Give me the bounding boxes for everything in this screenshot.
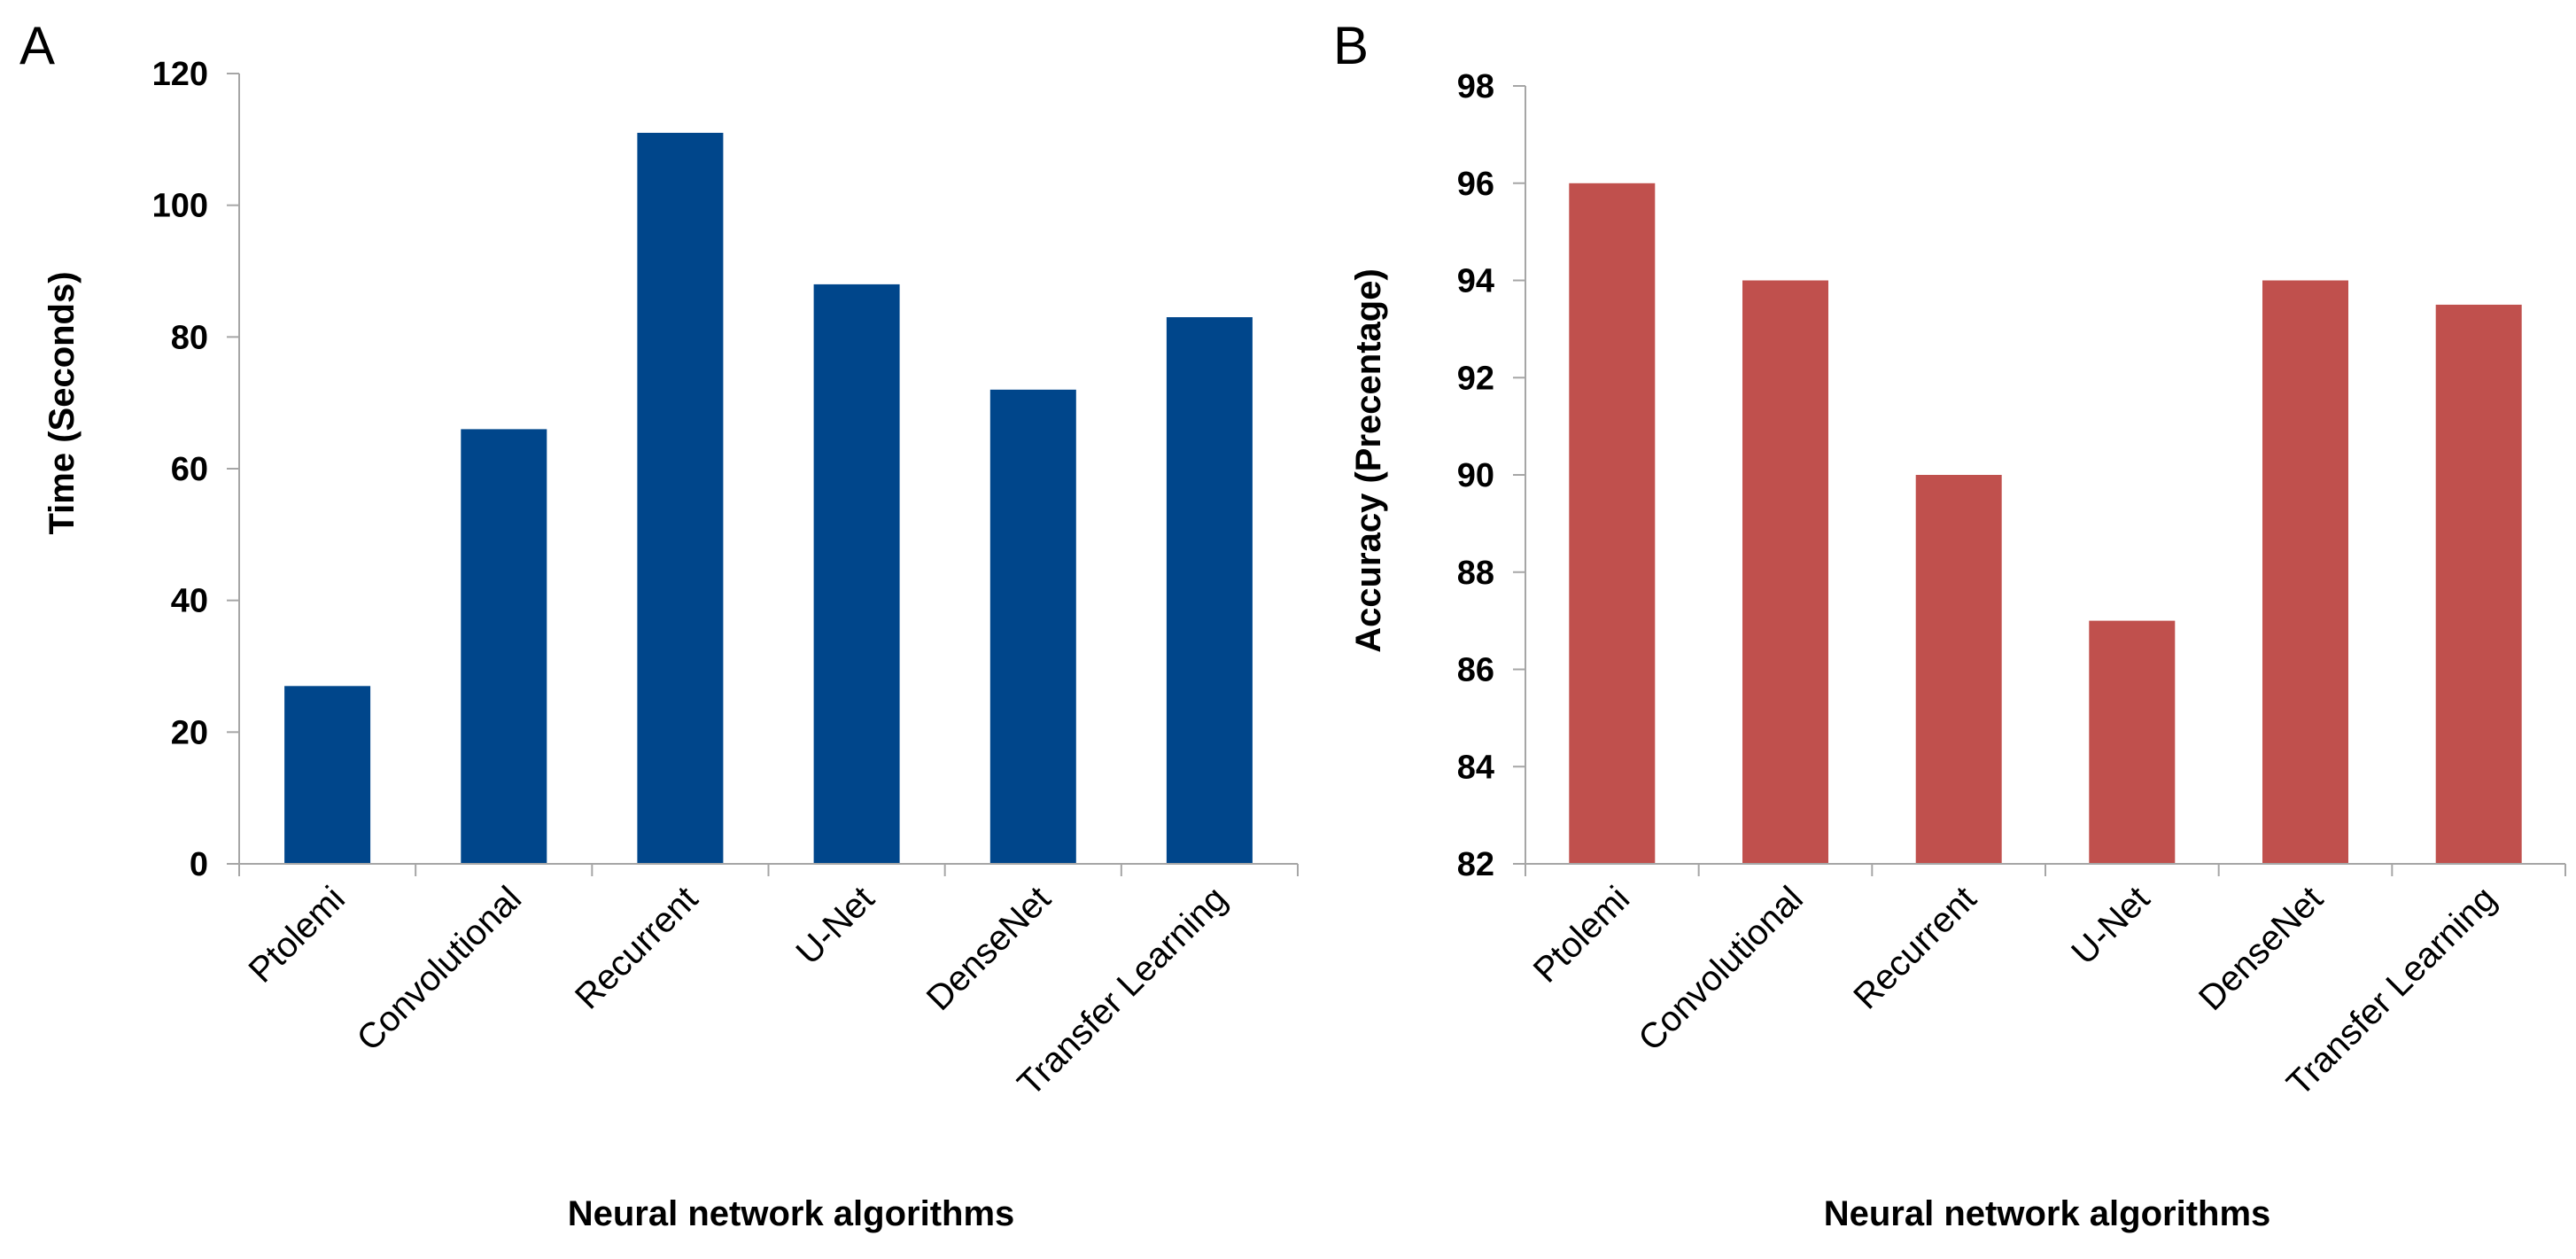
bar-b-1 xyxy=(1742,280,1828,864)
bar-b-0 xyxy=(1569,183,1656,865)
y-ticks-a: 0 20 40 60 80 100 120 xyxy=(152,56,239,883)
x-tick-label-b-1: Convolutional xyxy=(1631,879,1811,1059)
y-tick-label-b-1: 84 xyxy=(1457,749,1494,786)
y-tick-label-a-5: 100 xyxy=(152,188,208,225)
x-axis-title-a: Neural network algorithms xyxy=(568,1194,1015,1233)
y-tick-label-a-0: 0 xyxy=(190,846,208,883)
y-tick-label-b-3: 88 xyxy=(1457,555,1494,592)
y-tick-label-b-7: 96 xyxy=(1457,166,1494,203)
bar-a-2 xyxy=(637,132,724,864)
axes-a xyxy=(238,74,1298,865)
bar-a-3 xyxy=(813,284,900,864)
y-tick-label-b-0: 82 xyxy=(1457,846,1494,883)
y-tick-label-b-6: 94 xyxy=(1457,263,1494,300)
panel-letter-b: B xyxy=(1333,16,1369,75)
y-tick-label-a-2: 40 xyxy=(171,583,208,620)
chart-panel-b: B 82 84 86 88 90 92 94 96 98 PtolemiConvolutiona… xyxy=(1333,16,2566,1233)
y-tick-label-b-4: 90 xyxy=(1457,457,1494,494)
axes-b xyxy=(1525,86,2565,865)
y-tick-label-a-4: 80 xyxy=(171,319,208,356)
bar-b-2 xyxy=(1915,475,2002,864)
y-ticks-b: 82 84 86 88 90 92 94 96 98 xyxy=(1457,68,1525,883)
bar-a-1 xyxy=(461,429,547,864)
x-tick-label-a-2: Recurrent xyxy=(568,879,705,1016)
y-axis-title-a: Time (Seconds) xyxy=(43,271,81,534)
bar-b-3 xyxy=(2089,620,2176,864)
bar-a-4 xyxy=(989,389,1076,864)
bar-b-4 xyxy=(2262,280,2348,864)
y-tick-label-b-5: 92 xyxy=(1457,360,1494,397)
x-tick-label-a-4: DenseNet xyxy=(919,879,1059,1018)
x-tick-label-b-0: Ptolemi xyxy=(1526,879,1637,990)
x-tick-label-a-1: Convolutional xyxy=(350,879,530,1059)
y-tick-label-b-8: 98 xyxy=(1457,68,1494,105)
y-tick-label-a-6: 120 xyxy=(152,56,208,93)
bar-a-5 xyxy=(1166,317,1253,864)
x-tick-label-b-4: DenseNet xyxy=(2192,879,2331,1018)
y-tick-label-b-2: 86 xyxy=(1457,652,1494,689)
bar-b-5 xyxy=(2435,304,2522,864)
y-tick-label-a-1: 20 xyxy=(171,714,208,751)
x-axis-title-b: Neural network algorithms xyxy=(1824,1194,2271,1233)
bars-a xyxy=(284,132,1253,864)
bars-b xyxy=(1569,183,2522,865)
y-tick-label-a-3: 60 xyxy=(171,451,208,488)
x-tick-label-b-3: U-Net xyxy=(2064,879,2157,972)
y-axis-title-b: Accuracy (Precentage) xyxy=(1349,268,1388,653)
x-tick-label-a-0: Ptolemi xyxy=(242,879,353,990)
x-tick-label-b-2: Recurrent xyxy=(1846,879,1983,1016)
panel-letter-a: A xyxy=(19,16,55,75)
bar-a-0 xyxy=(284,686,371,864)
x-tick-label-a-3: U-Net xyxy=(788,879,881,972)
